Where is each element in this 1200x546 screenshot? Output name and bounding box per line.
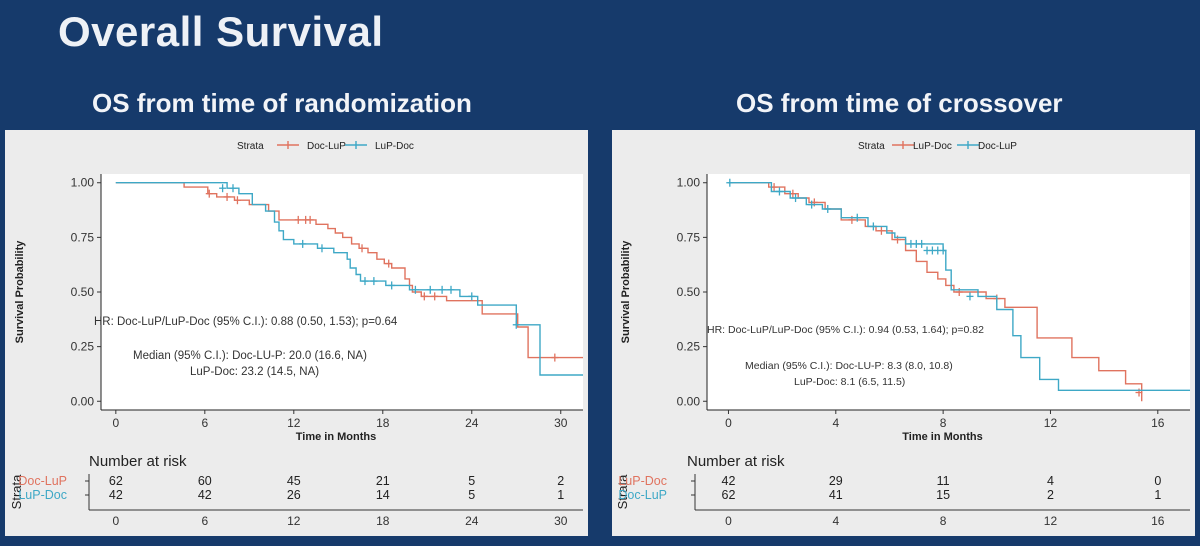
risk-count: 0 [1154, 474, 1161, 488]
risk-count: 42 [722, 474, 736, 488]
annotation-text: HR: Doc-LuP/LuP-Doc (95% C.I.): 0.88 (0.… [94, 316, 398, 328]
risk-time-label: 12 [1044, 514, 1058, 528]
panel-title-randomization: OS from time of randomization [92, 88, 472, 118]
legend-label: Doc-LuP [307, 141, 346, 152]
risk-time-label: 18 [376, 514, 390, 528]
risk-count: 45 [287, 474, 301, 488]
risk-count: 4 [1047, 474, 1054, 488]
y-tick-label: 0.75 [71, 230, 95, 244]
legend-label: LuP-Doc [913, 141, 952, 152]
y-tick-label: 0.00 [71, 394, 95, 408]
risk-count: 60 [198, 474, 212, 488]
annotation-text: LuP-Doc: 23.2 (14.5, NA) [190, 366, 319, 378]
risk-time-label: 24 [465, 514, 479, 528]
y-tick-label: 0.75 [677, 230, 701, 244]
km-curve-lup-doc [115, 182, 583, 376]
x-tick-label: 24 [465, 416, 479, 430]
risk-count: 5 [468, 474, 475, 488]
risk-count: 2 [557, 474, 564, 488]
risk-row-label: Doc-LuP [618, 488, 667, 502]
risk-time-label: 12 [287, 514, 301, 528]
risk-row-label: LuP-Doc [618, 474, 667, 488]
risk-count: 41 [829, 488, 843, 502]
risk-time-label: 8 [940, 514, 947, 528]
y-tick-label: 1.00 [71, 176, 95, 190]
legend-label: Doc-LuP [978, 141, 1017, 152]
annotation-text: Median (95% C.I.): Doc-LU-P: 20.0 (16.6,… [133, 350, 367, 362]
km-chart-randomization: 0.00 0.25 0.50 0.75 1.00 0 6 12 18 24 30 Time in Mo… [9, 141, 583, 528]
risk-count: 1 [1154, 488, 1161, 502]
slide-title: Overall Survival [58, 8, 384, 55]
risk-count: 15 [936, 488, 950, 502]
km-panel-randomization: 0.00 0.25 0.50 0.75 1.00 0 6 12 18 24 30 Time in Mo… [5, 130, 588, 536]
risk-count: 29 [829, 474, 843, 488]
legend-title: Strata [237, 141, 264, 152]
x-tick-label: 4 [832, 416, 839, 430]
x-tick-label: 18 [376, 416, 390, 430]
x-axis-label: Time in Months [902, 431, 982, 443]
x-tick-label: 12 [287, 416, 301, 430]
x-tick-label: 0 [725, 416, 732, 430]
km-panel-crossover: 0.00 0.25 0.50 0.75 1.00 0 4 8 12 16 Time in Month… [612, 130, 1195, 536]
risk-strata-label: Strata [9, 474, 24, 509]
y-tick-label: 1.00 [677, 176, 701, 190]
x-tick-label: 8 [940, 416, 947, 430]
risk-count: 5 [468, 488, 475, 502]
x-tick-label: 30 [554, 416, 568, 430]
y-axis-label: Survival Probability [14, 240, 26, 344]
risk-time-label: 30 [554, 514, 568, 528]
y-tick-label: 0.50 [677, 285, 701, 299]
risk-table-title: Number at risk [687, 453, 785, 470]
risk-row-label: LuP-Doc [18, 488, 67, 502]
y-tick-label: 0.25 [71, 340, 95, 354]
annotation-text: HR: Doc-LuP/LuP-Doc (95% C.I.): 0.94 (0.… [707, 324, 984, 336]
risk-strata-label: Strata [615, 474, 630, 509]
risk-time-label: 6 [201, 514, 208, 528]
km-curve-lup-doc [728, 182, 1143, 402]
legend-label: LuP-Doc [375, 141, 414, 152]
annotation-text: Median (95% C.I.): Doc-LU-P: 8.3 (8.0, 1… [745, 360, 953, 372]
risk-time-label: 0 [725, 514, 732, 528]
risk-time-label: 0 [112, 514, 119, 528]
x-tick-label: 12 [1044, 416, 1058, 430]
risk-time-label: 16 [1151, 514, 1165, 528]
risk-count: 2 [1047, 488, 1054, 502]
risk-count: 14 [376, 488, 390, 502]
y-tick-label: 0.25 [677, 340, 701, 354]
risk-count: 62 [722, 488, 736, 502]
y-tick-label: 0.00 [677, 394, 701, 408]
risk-count: 21 [376, 474, 390, 488]
risk-count: 42 [109, 488, 123, 502]
annotation-text: LuP-Doc: 8.1 (6.5, 11.5) [794, 376, 905, 388]
risk-count: 11 [937, 474, 950, 488]
plot-area [707, 174, 1190, 410]
y-tick-label: 0.50 [71, 285, 95, 299]
legend-title: Strata [858, 141, 885, 152]
risk-count: 26 [287, 488, 301, 502]
risk-count: 62 [109, 474, 123, 488]
risk-time-label: 4 [832, 514, 839, 528]
y-axis-label: Survival Probability [620, 240, 632, 344]
risk-row-label: Doc-LuP [18, 474, 67, 488]
x-tick-label: 0 [112, 416, 119, 430]
risk-count: 42 [198, 488, 212, 502]
panel-title-crossover: OS from time of crossover [736, 88, 1063, 118]
risk-table-title: Number at risk [89, 453, 187, 470]
plot-area [101, 174, 583, 410]
x-tick-label: 6 [201, 416, 208, 430]
x-axis-label: Time in Months [296, 431, 376, 443]
x-tick-label: 16 [1151, 416, 1165, 430]
risk-count: 1 [557, 488, 564, 502]
